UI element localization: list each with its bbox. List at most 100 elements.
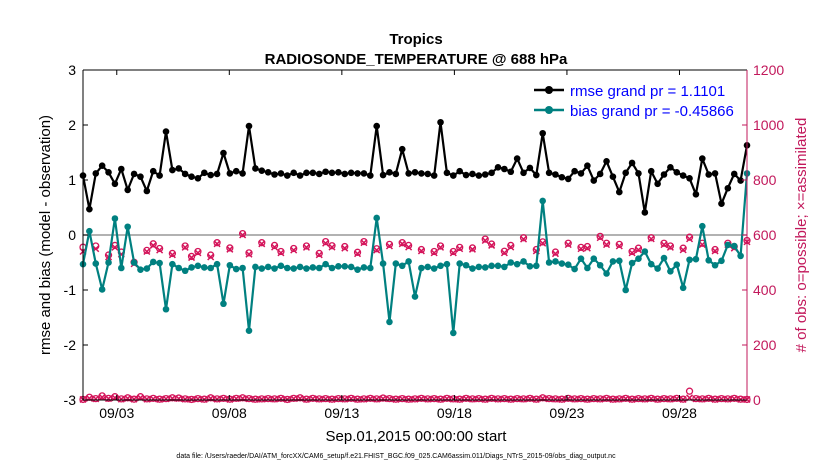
possible-point <box>602 239 611 247</box>
assimilated-bottom-point <box>705 395 713 403</box>
bias-point <box>667 268 674 275</box>
assimilated-point <box>245 250 253 258</box>
assimilated-bottom-point <box>583 395 591 403</box>
rmse-point <box>654 180 661 188</box>
assimilated-point <box>111 243 119 251</box>
possible-point <box>468 244 477 252</box>
bias-point <box>335 263 342 270</box>
assimilated-bottom-point <box>603 395 611 403</box>
possible-point <box>149 240 157 248</box>
possible-point <box>487 240 496 248</box>
assimilated-point <box>437 243 445 251</box>
rmse-point <box>118 165 125 173</box>
chart-subtitle: RADIOSONDE_TEMPERATURE @ 688 hPa <box>265 51 568 68</box>
assimilated-bottom-point <box>634 395 642 403</box>
bias-point <box>296 263 304 271</box>
bias-point <box>271 265 278 272</box>
assimilated-point <box>149 241 157 249</box>
assimilated-point <box>577 245 585 253</box>
assimilated-point <box>634 246 642 254</box>
rmse-point <box>398 145 406 153</box>
rmse-point <box>207 171 214 179</box>
rmse-point <box>296 172 304 179</box>
y-left-tick-label: 1 <box>68 172 76 188</box>
rmse-point <box>105 169 112 176</box>
rmse-point <box>418 170 425 177</box>
bias-point <box>188 264 195 271</box>
rmse-point <box>679 172 687 179</box>
rmse-point <box>252 165 259 172</box>
possible-point <box>194 247 202 256</box>
rmse-point <box>98 162 106 169</box>
rmse-point <box>392 170 400 178</box>
assimilated-point <box>430 249 438 257</box>
bias-point <box>469 265 476 272</box>
assimilated-bottom-point <box>251 395 259 403</box>
assimilated-bottom-point <box>698 395 706 403</box>
legend-label-bias: bias grand pr = -0.45866 <box>570 103 734 120</box>
bias-point <box>692 255 700 263</box>
rmse-point <box>360 170 368 177</box>
assimilated-bottom-point <box>711 395 719 403</box>
bias-point <box>443 260 451 268</box>
x-tick-label: 09/08 <box>212 405 247 421</box>
y-axis-right-label: # of obs: o=possible; ×=assimilated <box>793 118 810 353</box>
assimilated-bottom-point <box>654 395 662 403</box>
assimilated-bottom-point <box>194 395 202 403</box>
assimilated-bottom-point <box>551 395 559 403</box>
possible-point <box>404 241 413 250</box>
bias-point <box>711 261 719 269</box>
assimilated-point <box>417 247 425 255</box>
rmse-point <box>277 170 285 177</box>
chart-title: Tropics <box>389 31 442 48</box>
assimilated-point <box>277 249 285 257</box>
assimilated-point <box>615 242 623 250</box>
assimilated-bottom-point <box>462 395 470 403</box>
x-tick-label: 09/28 <box>662 405 697 421</box>
assimilated-bottom-point <box>398 395 406 403</box>
bias-point <box>418 264 425 272</box>
bias-point <box>737 252 744 260</box>
assimilated-bottom-point <box>724 395 732 403</box>
rmse-point <box>737 177 744 184</box>
assimilated-bottom-point <box>411 395 419 403</box>
bias-point <box>373 214 380 222</box>
rmse-point <box>188 173 195 180</box>
assimilated-point <box>328 243 336 251</box>
assimilated-bottom-point <box>143 395 151 403</box>
assimilated-bottom-point <box>232 395 240 403</box>
legend-box <box>530 76 744 122</box>
assimilated-point <box>551 250 559 258</box>
rmse-point <box>507 168 515 176</box>
rmse-point <box>309 169 317 177</box>
bias-point <box>539 197 546 205</box>
rmse-point <box>552 171 559 178</box>
rmse-point <box>315 170 323 178</box>
assimilated-bottom-point <box>405 395 413 403</box>
possible-point <box>277 247 285 256</box>
rmse-point <box>462 171 470 179</box>
rmse-point <box>271 171 278 178</box>
rmse-point <box>443 169 451 177</box>
assimilated-point <box>666 243 674 251</box>
assimilated-bottom-point <box>200 395 208 403</box>
rmse-point <box>143 187 151 195</box>
rmse-point <box>724 184 732 192</box>
rmse-point <box>686 175 693 182</box>
assimilated-bottom-point <box>456 395 464 403</box>
assimilated-bottom-point <box>443 395 451 403</box>
possible-bottom-point <box>685 387 694 395</box>
rmse-point <box>475 172 483 179</box>
possible-point <box>449 247 457 256</box>
y-right-tick-label: 1200 <box>753 62 784 78</box>
bias-point <box>647 260 655 268</box>
rmse-point <box>437 118 444 126</box>
bias-point <box>660 254 668 262</box>
rmse-point <box>564 175 572 183</box>
bias-point <box>558 260 566 267</box>
bias-point <box>724 241 732 249</box>
assimilated-bottom-point <box>558 395 566 403</box>
rmse-point <box>379 171 387 179</box>
bias-point <box>194 262 202 270</box>
assimilated-bottom-point <box>449 395 457 403</box>
